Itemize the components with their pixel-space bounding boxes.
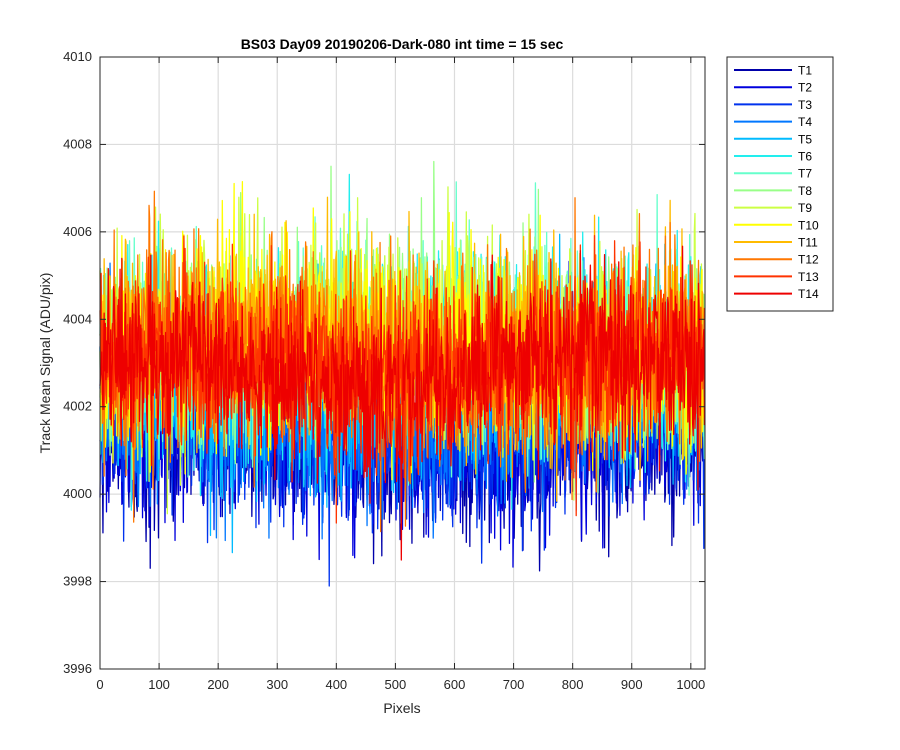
y-tick-label: 4008	[63, 136, 92, 151]
x-axis: 0 100 200 300 400 500 600 700 800 900 1000	[96, 57, 705, 692]
legend-label-t1: T1	[798, 64, 812, 78]
legend-label-t7: T7	[798, 167, 812, 181]
y-tick-label: 4010	[63, 49, 92, 64]
x-tick-label: 0	[96, 677, 103, 692]
x-tick-label: 200	[207, 677, 229, 692]
axes-box	[99, 56, 706, 670]
legend-label-t5: T5	[798, 132, 812, 146]
legend-label-t13: T13	[798, 270, 819, 284]
x-tick-label: 500	[385, 677, 407, 692]
legend-label-t2: T2	[798, 81, 812, 95]
x-tick-label: 800	[562, 677, 584, 692]
legend-label-t12: T12	[798, 253, 819, 267]
x-tick-label: 400	[325, 677, 347, 692]
legend-label-t6: T6	[798, 150, 812, 164]
y-tick-label: 4002	[63, 399, 92, 414]
legend: T1 T2 T3 T4 T5 T6 T7 T8 T9 T10 T11 T12 T13 T14	[726, 56, 834, 312]
y-axis-label: Track Mean Signal (ADU/pix)	[37, 273, 53, 454]
x-tick-label: 900	[621, 677, 643, 692]
x-axis-label: Pixels	[383, 700, 420, 716]
y-tick-label: 4004	[63, 311, 92, 326]
y-axis: 3996 3998 4000 4002 4004 4006 4008 4010	[63, 49, 705, 676]
y-tick-label: 3998	[63, 574, 92, 589]
legend-label-t4: T4	[798, 115, 812, 129]
x-tick-label: 700	[503, 677, 525, 692]
plot-area: 0 100 200 300 400 500 600 700 800 900 1000 3996399…	[63, 49, 706, 692]
y-tick-label: 3996	[63, 661, 92, 676]
legend-label-t9: T9	[798, 201, 812, 215]
x-tick-label: 1000	[676, 677, 705, 692]
series-line-t14	[99, 245, 706, 561]
legend-box	[726, 56, 834, 312]
legend-label-t8: T8	[798, 184, 812, 198]
y-tick-label: 4006	[63, 224, 92, 239]
legend-label-t11: T11	[798, 236, 818, 250]
legend-label-t14: T14	[798, 287, 819, 301]
chart-title: BS03 Day09 20190206-Dark-080 int time = …	[241, 36, 564, 52]
x-tick-label: 600	[444, 677, 466, 692]
y-tick-label: 4000	[63, 486, 92, 501]
legend-label-t3: T3	[798, 98, 812, 112]
x-tick-label: 300	[266, 677, 288, 692]
legend-label-t10: T10	[798, 218, 819, 232]
series-lines	[99, 160, 706, 587]
x-tick-label: 100	[148, 677, 170, 692]
